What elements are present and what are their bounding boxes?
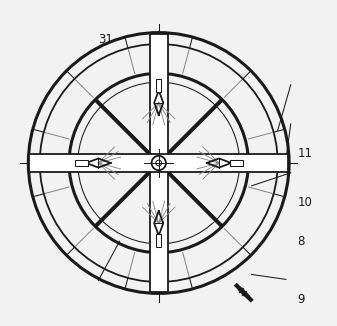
Text: 8: 8 [297,235,305,248]
Bar [229,160,243,166]
Text: 11: 11 [297,147,312,160]
Bar [75,160,88,166]
Text: 9: 9 [297,293,305,306]
Bar [29,154,288,172]
Bar [150,34,168,292]
Text: 31: 31 [98,33,113,46]
Circle shape [152,156,166,170]
Bar [156,234,161,247]
Text: 10: 10 [297,196,312,209]
Bar [156,79,161,92]
